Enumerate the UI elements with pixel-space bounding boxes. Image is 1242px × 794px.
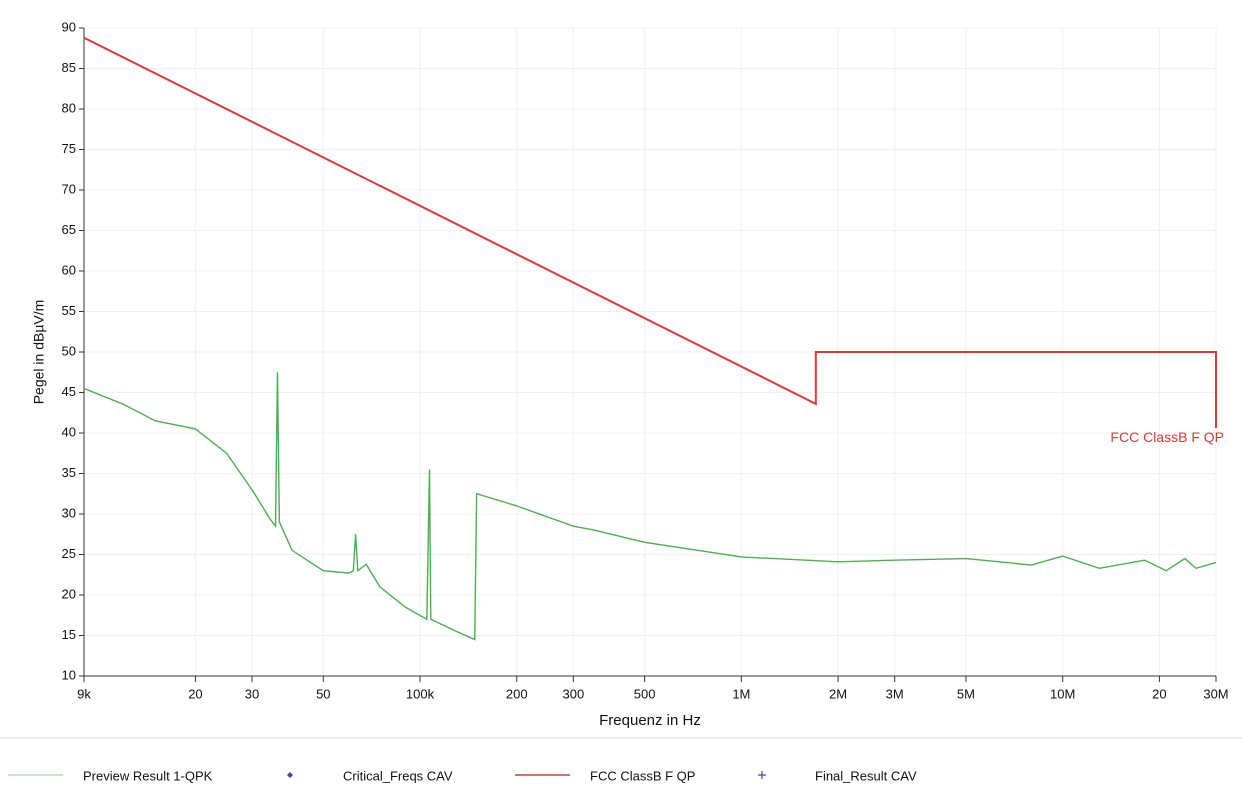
- x-tick-label: 20: [188, 686, 202, 701]
- y-tick-label: 75: [62, 141, 76, 156]
- y-tick-label: 10: [62, 667, 76, 682]
- x-tick-label: 200: [506, 686, 528, 701]
- legend-swatch: [287, 772, 293, 778]
- legend-label: Preview Result 1-QPK: [83, 768, 213, 783]
- x-tick-label: 300: [562, 686, 584, 701]
- x-tick-label: 50: [316, 686, 330, 701]
- x-tick-label: 3M: [886, 686, 904, 701]
- y-tick-label: 55: [62, 303, 76, 318]
- x-tick-label: 100k: [406, 686, 435, 701]
- annotation: FCC ClassB F QP: [1110, 429, 1224, 445]
- legend-label: Critical_Freqs CAV: [343, 768, 453, 783]
- y-tick-label: 50: [62, 343, 76, 358]
- y-axis-label: Pegel in dBµV/m: [31, 300, 47, 405]
- x-tick-label: 10M: [1050, 686, 1075, 701]
- y-tick-label: 30: [62, 505, 76, 520]
- series-line: [83, 372, 1217, 641]
- y-tick-label: 45: [62, 384, 76, 399]
- y-tick-label: 35: [62, 465, 76, 480]
- y-tick-label: 90: [62, 19, 76, 34]
- x-tick-label: 30M: [1203, 686, 1228, 701]
- series-line: [83, 36, 1217, 429]
- y-tick-label: 60: [62, 262, 76, 277]
- x-axis-label: Frequenz in Hz: [599, 712, 701, 729]
- x-tick-label: 1M: [732, 686, 750, 701]
- y-tick-label: 80: [62, 100, 76, 115]
- y-tick-label: 25: [62, 546, 76, 561]
- y-tick-label: 15: [62, 627, 76, 642]
- x-tick-label: 20: [1152, 686, 1166, 701]
- x-tick-label: 500: [634, 686, 656, 701]
- x-tick-label: 30: [245, 686, 259, 701]
- legend-label: FCC ClassB F QP: [590, 768, 695, 783]
- x-tick-label: 5M: [957, 686, 975, 701]
- y-tick-label: 40: [62, 424, 76, 439]
- y-tick-label: 20: [62, 586, 76, 601]
- legend-swatch: [758, 771, 766, 779]
- x-tick-label: 9k: [77, 686, 91, 701]
- y-tick-label: 70: [62, 181, 76, 196]
- legend-label: Final_Result CAV: [815, 768, 917, 783]
- y-tick-label: 65: [62, 222, 76, 237]
- x-tick-label: 2M: [829, 686, 847, 701]
- y-tick-label: 85: [62, 60, 76, 75]
